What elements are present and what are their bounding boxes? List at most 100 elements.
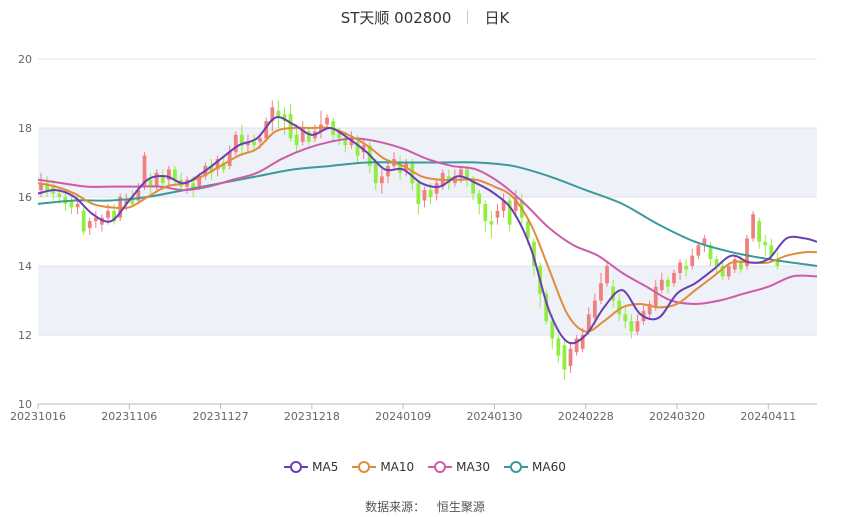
candle-body xyxy=(659,279,664,291)
y-tick-label: 20 xyxy=(18,53,32,66)
candle-body xyxy=(343,138,348,146)
candle-body xyxy=(288,114,293,139)
chart-legend: MA5 MA10 MA30 MA60 xyxy=(0,457,850,477)
candle-body xyxy=(556,338,561,356)
candle-body xyxy=(672,272,676,284)
candle-body xyxy=(434,183,439,194)
candle-body xyxy=(635,321,640,332)
legend-swatch xyxy=(284,461,309,473)
x-tick-label: 20240320 xyxy=(649,410,705,423)
legend-item-ma5[interactable]: MA5 xyxy=(284,460,338,474)
candle-body xyxy=(75,203,80,208)
legend-item-ma30[interactable]: MA30 xyxy=(428,460,490,474)
candle-body xyxy=(769,245,774,256)
x-tick-label: 20240411 xyxy=(740,410,796,423)
candle-body xyxy=(592,300,597,318)
chart-title-row: ST天顺 002800 日K xyxy=(0,6,850,28)
candle-body xyxy=(757,221,762,242)
candle-body xyxy=(87,221,92,229)
candle-body xyxy=(483,203,488,222)
data-source-name: 恒生聚源 xyxy=(436,500,485,514)
candle-body xyxy=(501,200,506,211)
x-tick-label: 20231127 xyxy=(193,410,249,423)
candle-body xyxy=(39,183,43,191)
candle-body xyxy=(690,255,695,266)
candle-body xyxy=(544,293,549,322)
candle-body xyxy=(124,200,129,204)
candle-body xyxy=(605,266,609,284)
candle-body xyxy=(678,262,682,273)
legend-swatch xyxy=(352,461,377,473)
candle-body xyxy=(562,345,567,370)
candle-body xyxy=(166,169,171,180)
candle-body xyxy=(653,286,658,308)
ma-line-ma60 xyxy=(37,161,818,267)
y-axis: 10 12 14 16 18 20 xyxy=(18,53,32,411)
candle-body xyxy=(684,266,689,270)
candle-body xyxy=(300,128,305,142)
candle-body xyxy=(325,117,329,125)
x-tick-label: 20231218 xyxy=(284,410,340,423)
candle-body xyxy=(465,169,469,180)
legend-label: MA10 xyxy=(380,460,415,474)
data-source: 数据来源： 恒生聚源 xyxy=(0,498,850,515)
y-tick-label: 18 xyxy=(18,122,32,135)
candle-body xyxy=(708,245,713,260)
candle-body xyxy=(69,200,74,208)
chart-period: 日K xyxy=(484,8,510,27)
title-divider xyxy=(467,10,469,24)
y-tick-label: 16 xyxy=(18,191,32,204)
x-axis: 20231016 20231106 20231127 20231218 20240109… xyxy=(10,403,817,423)
legend-item-ma60[interactable]: MA60 xyxy=(504,460,566,474)
candle-body xyxy=(459,169,463,177)
candle-body xyxy=(93,217,98,222)
candle-body xyxy=(550,321,555,339)
x-tick-label: 20231106 xyxy=(101,410,157,423)
candle-body xyxy=(532,241,536,266)
candle-body xyxy=(379,176,384,184)
candle-body xyxy=(282,114,287,122)
candle-body xyxy=(732,259,737,270)
candle-body xyxy=(726,266,731,277)
ma-line-ma10 xyxy=(37,126,818,333)
background-band xyxy=(38,266,817,335)
legend-item-ma10[interactable]: MA10 xyxy=(352,460,414,474)
x-tick-label: 20231016 xyxy=(10,410,66,423)
candle-body xyxy=(623,314,628,322)
candle-body xyxy=(264,121,269,139)
candle-body xyxy=(471,179,476,194)
candle-body xyxy=(227,152,232,166)
candle-body xyxy=(252,141,256,146)
candle-body xyxy=(647,303,652,315)
candle-body xyxy=(580,335,585,349)
candle-body xyxy=(246,141,250,146)
candle-body xyxy=(428,190,433,197)
candle-body xyxy=(422,190,427,201)
x-tick-label: 20240109 xyxy=(375,410,431,423)
candle-body xyxy=(666,279,670,287)
candle-body xyxy=(258,138,263,142)
ma-line-ma5 xyxy=(37,116,818,345)
legend-label: MA30 xyxy=(456,460,491,474)
candle-body xyxy=(586,314,591,332)
candle-body xyxy=(398,162,402,173)
candle-body xyxy=(349,138,354,146)
candle-body xyxy=(130,197,135,204)
chart-title: ST天顺 002800 xyxy=(340,8,452,27)
candle-body xyxy=(763,241,768,246)
candle-body xyxy=(239,134,244,146)
candle-body xyxy=(568,348,573,367)
candle-body xyxy=(416,183,421,204)
moving-average-lines xyxy=(37,116,818,345)
candle-body xyxy=(160,176,165,184)
candle-body xyxy=(142,155,147,187)
candle-body xyxy=(276,110,281,118)
candle-body xyxy=(233,134,238,153)
candle-body xyxy=(526,221,530,239)
ma-line-ma30 xyxy=(37,137,818,305)
candle-body xyxy=(477,193,482,204)
y-tick-label: 10 xyxy=(18,398,32,411)
data-source-label: 数据来源： xyxy=(365,500,426,514)
candle-body xyxy=(81,210,86,232)
candle-body xyxy=(215,159,220,170)
